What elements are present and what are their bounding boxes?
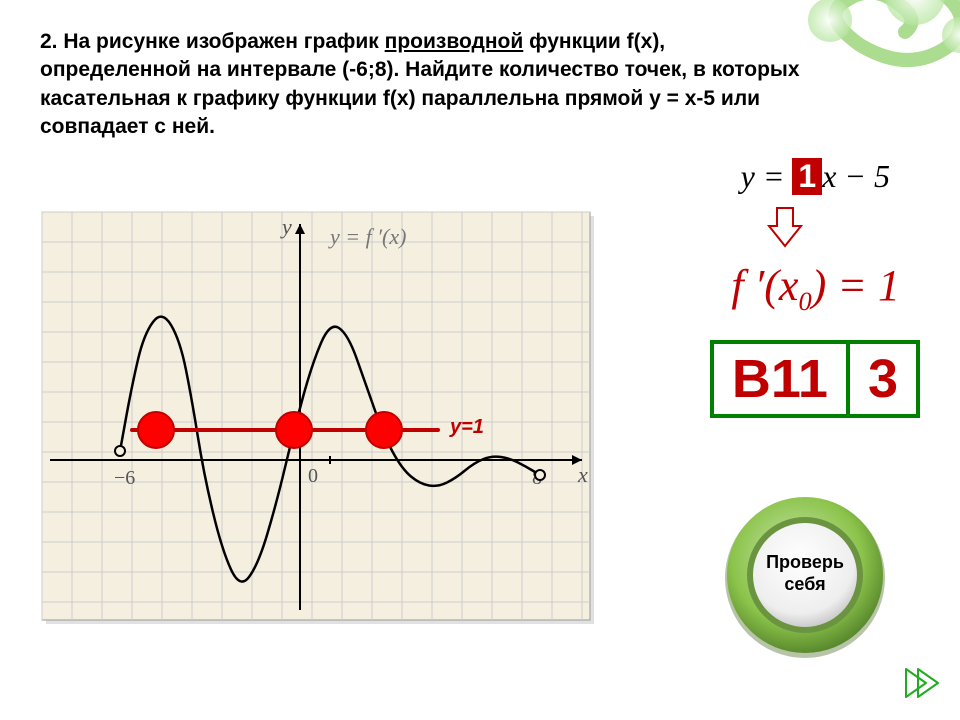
question-text: 2. На рисунке изображен график производн… — [40, 28, 820, 141]
check-line1: Проверь — [766, 552, 844, 572]
answer-label: В11 — [712, 342, 848, 416]
svg-text:x: x — [577, 462, 588, 487]
down-arrow-icon — [765, 206, 805, 255]
answer-value: 3 — [848, 342, 918, 416]
svg-text:−6: −6 — [114, 467, 135, 489]
derivative-graph: yx0−68y = f ′(x) y=1 — [40, 210, 600, 630]
slope-tail: x − 5 — [822, 158, 890, 194]
y-equals-1-label: y=1 — [450, 416, 484, 439]
svg-text:0: 0 — [308, 465, 318, 487]
slope-coef-highlight: 1 — [792, 158, 822, 195]
question-prefix: 2. На рисунке изображен график — [40, 30, 385, 53]
slope-y: y — [741, 158, 755, 194]
svg-text:y = f ′(x): y = f ′(x) — [328, 224, 406, 249]
next-arrow-button[interactable] — [902, 665, 942, 706]
svg-text:y: y — [280, 214, 292, 239]
question-underlined: производной — [385, 30, 524, 53]
check-button[interactable]: Проверь себя — [720, 490, 890, 660]
derivative-equation: f ′(x0) = 1 — [731, 260, 900, 317]
answer-table: В11 3 — [710, 340, 920, 418]
slope-equation: y = 1x − 5 — [741, 158, 890, 195]
slope-eq: = — [755, 158, 793, 194]
check-button-label: Проверь себя — [720, 552, 890, 595]
check-line2: себя — [784, 574, 825, 594]
